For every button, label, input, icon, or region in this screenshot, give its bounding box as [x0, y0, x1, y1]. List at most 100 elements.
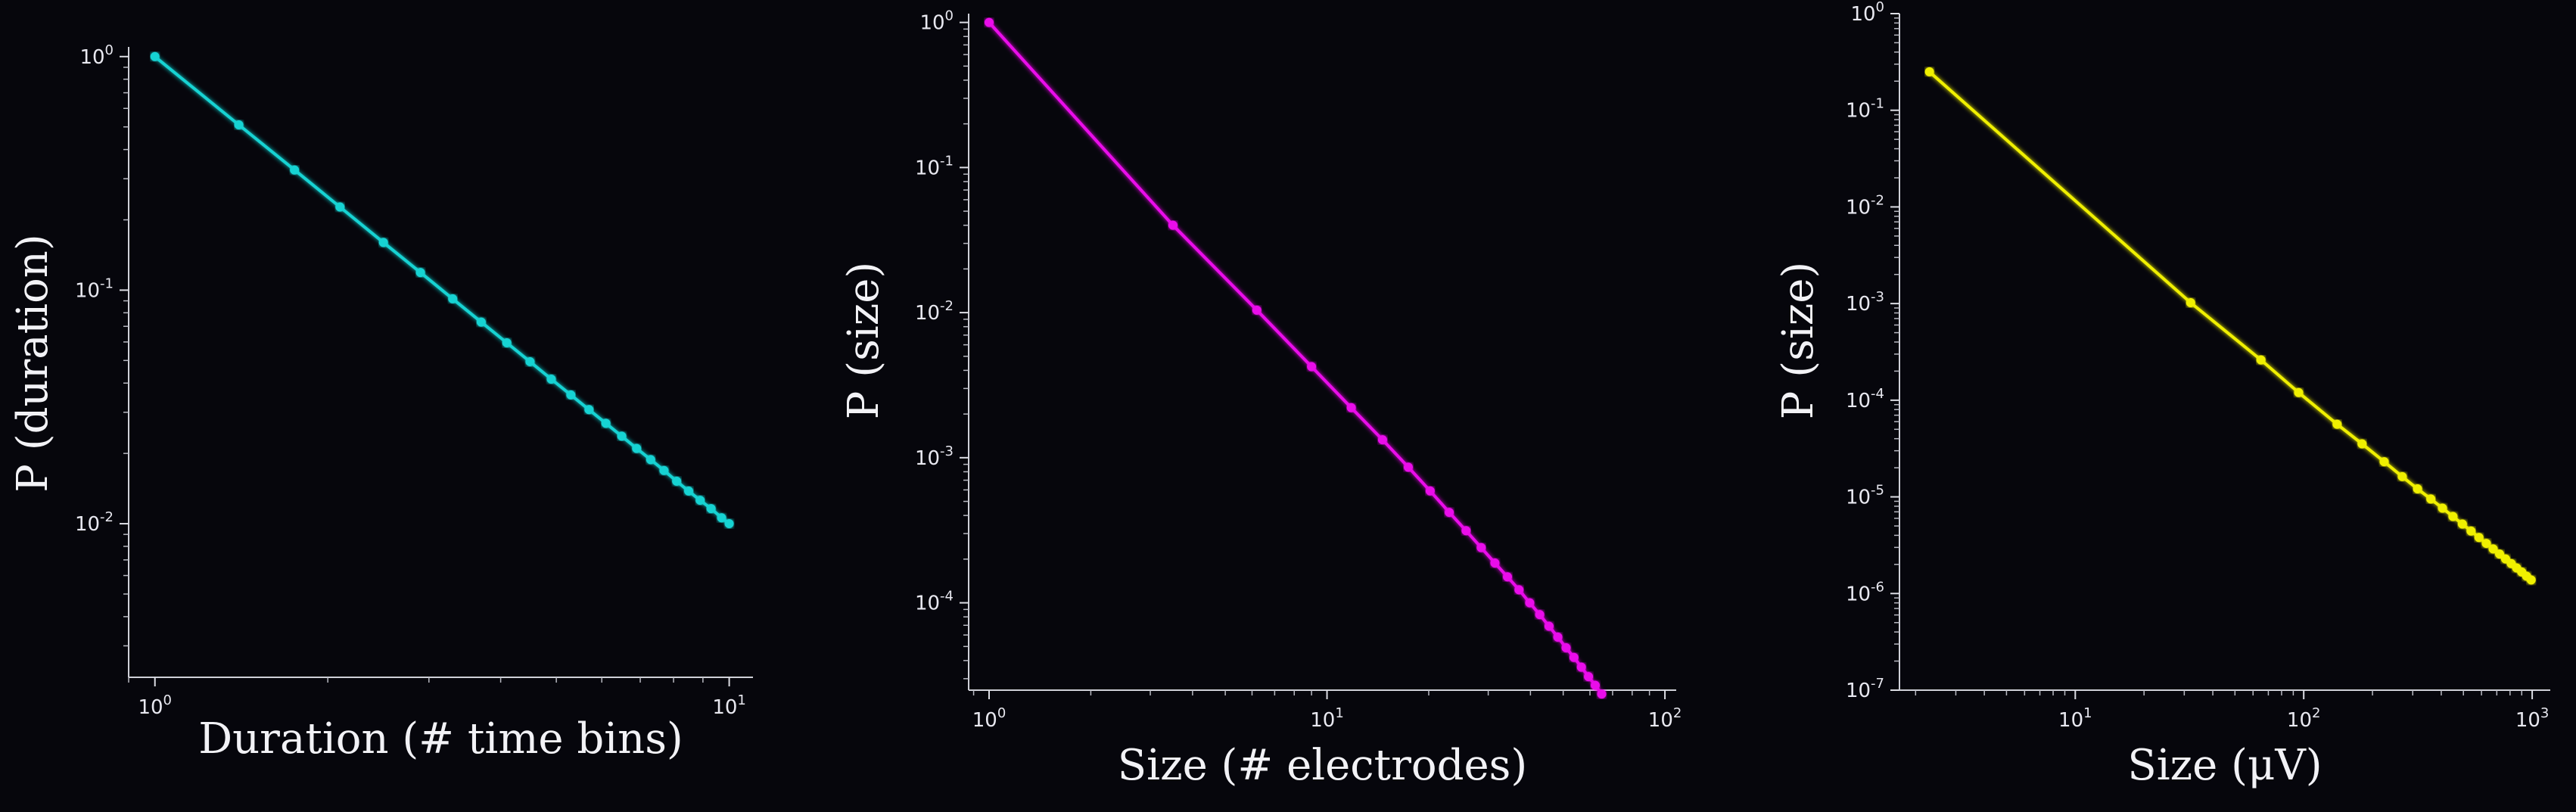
data-point [1576, 662, 1586, 672]
data-point [646, 455, 655, 465]
series-points [985, 17, 1607, 699]
data-point [150, 51, 160, 61]
x-axis-label: Duration (# time bins) [198, 714, 683, 764]
x-tick-label: 102 [1648, 705, 1682, 732]
data-point [601, 418, 611, 428]
data-point [1584, 672, 1594, 682]
data-point [2448, 512, 2458, 521]
data-point [684, 486, 694, 496]
data-point [632, 443, 642, 453]
data-point [415, 268, 425, 278]
y-tick-label: 10-2 [1846, 192, 1884, 219]
data-point [1535, 610, 1545, 620]
data-point [1503, 572, 1513, 582]
data-point [2481, 539, 2491, 549]
data-point [1252, 305, 1262, 315]
data-point [2488, 544, 2498, 554]
data-point [1569, 652, 1579, 662]
data-point [1544, 621, 1554, 631]
series-points [1924, 67, 2536, 585]
minor-ticks [963, 28, 1650, 695]
y-tick-label: 10-1 [915, 153, 954, 179]
y-tick-label: 10-2 [75, 509, 114, 536]
data-point [502, 338, 512, 348]
data-point [566, 390, 576, 400]
data-point [1561, 642, 1571, 652]
data-point [2357, 439, 2367, 449]
chart-2: 100 101 102 100 10-1 10-2 10-3 10-4 Size (# elec… [839, 8, 1682, 790]
data-point [2397, 471, 2407, 481]
data-point [1476, 543, 1486, 552]
data-point [1377, 435, 1387, 445]
chart-1: 100 101 100 10-1 10-2 Duration (# time bins) P… [8, 42, 753, 764]
data-point [2526, 575, 2536, 585]
chart-3: 101 102 103 100 10-1 10-2 10-3 10-4 10-5 10-6 10-7… [1774, 0, 2550, 790]
x-tick-label: 101 [712, 692, 746, 719]
data-point [2474, 533, 2484, 543]
y-tick-label: 10-1 [1846, 96, 1884, 123]
minor-ticks [1894, 17, 2523, 695]
data-point [546, 374, 556, 384]
x-tick-label: 102 [2287, 705, 2321, 732]
data-point [1445, 508, 1454, 518]
data-point [2466, 526, 2476, 536]
y-tick-label: 10-3 [1846, 289, 1884, 316]
x-tick-label: 101 [1310, 705, 1344, 732]
data-point [2438, 503, 2447, 513]
data-point [1924, 67, 1934, 76]
y-axis-label: P (size) [839, 262, 888, 419]
data-point [378, 238, 388, 247]
y-tick-label: 10-4 [1846, 386, 1884, 412]
x-tick-label: 101 [2058, 705, 2092, 732]
data-point [2379, 457, 2389, 467]
x-axis-label: Size (# electrodes) [1118, 741, 1527, 790]
x-axis-label: Size (μV) [2127, 741, 2322, 790]
data-point [290, 165, 300, 175]
x-tick-label: 100 [972, 705, 1006, 732]
data-point [2332, 419, 2342, 429]
data-point [1553, 632, 1563, 642]
data-point [448, 294, 458, 303]
data-point [1425, 486, 1435, 496]
data-point [584, 405, 594, 415]
y-tick-label: 10-2 [915, 298, 954, 325]
y-tick-label: 10-6 [1846, 579, 1884, 605]
y-axis-label: P (duration) [8, 234, 58, 492]
data-point [2457, 519, 2467, 529]
data-point [1490, 558, 1500, 568]
series-points [150, 51, 734, 529]
data-point [2426, 494, 2436, 504]
data-point [2256, 355, 2266, 365]
data-point [1168, 220, 1178, 230]
y-tick-label: 100 [919, 8, 954, 35]
data-point [724, 519, 734, 529]
data-point [525, 356, 535, 366]
y-tick-label: 100 [1850, 0, 1884, 26]
data-point [2495, 549, 2505, 559]
y-tick-label: 10-1 [75, 275, 114, 302]
data-point [1307, 362, 1317, 372]
x-tick-label: 100 [138, 692, 172, 719]
data-point [476, 317, 486, 327]
data-point [706, 504, 716, 514]
data-point [335, 202, 345, 212]
data-point [2186, 298, 2195, 308]
data-point [672, 476, 682, 486]
data-point [617, 431, 627, 441]
data-point [985, 17, 994, 27]
minor-ticks [123, 67, 704, 683]
data-point [1461, 526, 1471, 536]
data-point [717, 513, 726, 523]
data-point [2413, 484, 2422, 493]
data-point [1514, 585, 1524, 595]
y-tick-label: 100 [79, 42, 114, 69]
y-tick-label: 10-4 [915, 589, 954, 615]
x-tick-label: 103 [2515, 705, 2550, 732]
y-tick-label: 10-7 [1846, 676, 1884, 702]
data-point [1590, 680, 1600, 690]
data-point [1403, 462, 1413, 472]
data-point [234, 120, 244, 130]
y-tick-label: 10-5 [1846, 483, 1884, 509]
y-tick-label: 10-3 [915, 443, 954, 470]
